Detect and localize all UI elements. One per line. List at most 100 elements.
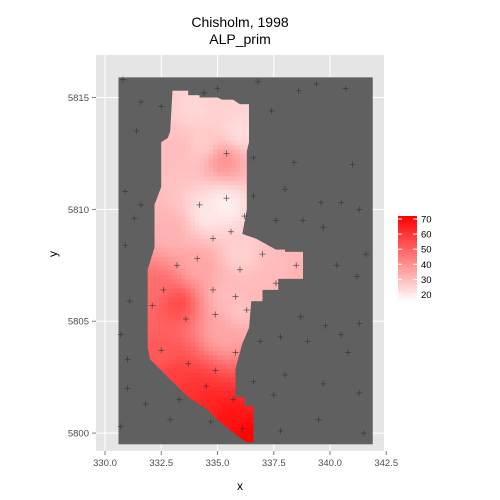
heat-cell bbox=[154, 323, 160, 329]
sample-point bbox=[223, 150, 230, 157]
heat-cell bbox=[147, 345, 151, 351]
heat-cell bbox=[222, 408, 228, 414]
heat-cell bbox=[217, 171, 223, 177]
heat-cell bbox=[231, 274, 237, 280]
heat-cell bbox=[222, 220, 228, 226]
heat-cell bbox=[294, 256, 300, 262]
heat-cell bbox=[204, 256, 210, 262]
heat-cell bbox=[222, 175, 228, 181]
heat-cell bbox=[150, 269, 156, 275]
heat-cell bbox=[235, 256, 241, 262]
heat-cell bbox=[244, 238, 250, 244]
heat-cell bbox=[240, 265, 246, 271]
heat-cell bbox=[186, 332, 192, 338]
heat-cell bbox=[244, 404, 250, 410]
heat-cell bbox=[190, 274, 196, 280]
sample-point bbox=[194, 255, 201, 262]
heat-cell bbox=[217, 148, 223, 155]
heat-cell bbox=[163, 198, 169, 204]
heat-cell bbox=[213, 238, 219, 244]
heat-cell bbox=[186, 233, 192, 240]
heat-cell bbox=[217, 354, 223, 360]
heat-cell bbox=[199, 350, 205, 356]
heat-cell bbox=[186, 242, 192, 248]
heat-cell bbox=[222, 323, 228, 329]
heat-cell bbox=[226, 283, 232, 289]
heat-cell bbox=[190, 323, 196, 329]
sample-point bbox=[223, 195, 230, 202]
heat-cell bbox=[199, 122, 205, 128]
heat-cell bbox=[208, 247, 214, 253]
heat-cell bbox=[150, 283, 156, 289]
heat-cell bbox=[231, 323, 237, 329]
heat-cell bbox=[226, 341, 232, 347]
heat-cell bbox=[226, 260, 232, 266]
heat-cell bbox=[217, 99, 223, 105]
heat-cell bbox=[222, 198, 228, 204]
heat-cell bbox=[177, 296, 183, 302]
heat-cell bbox=[159, 216, 165, 222]
heat-cell bbox=[195, 305, 201, 311]
heat-cell bbox=[159, 319, 165, 325]
heat-cell bbox=[159, 354, 165, 360]
heat-cell bbox=[213, 332, 219, 338]
heat-cell bbox=[217, 193, 223, 199]
heat-cell bbox=[186, 296, 192, 302]
heat-cell bbox=[235, 399, 241, 405]
heat-cell bbox=[168, 323, 174, 329]
heat-cell bbox=[226, 198, 232, 204]
heat-cell bbox=[285, 265, 291, 271]
heat-cell bbox=[222, 274, 228, 280]
heat-cell bbox=[217, 363, 223, 369]
heat-cell bbox=[181, 377, 187, 383]
legend-label: 30 bbox=[421, 275, 432, 286]
heat-cell bbox=[199, 395, 205, 401]
heat-cell bbox=[172, 117, 178, 123]
heat-cell bbox=[168, 305, 174, 311]
heat-cell bbox=[213, 225, 219, 231]
heat-cell bbox=[235, 247, 241, 253]
heat-cell bbox=[253, 287, 259, 293]
heat-cell bbox=[258, 247, 264, 253]
heat-cell bbox=[177, 117, 183, 123]
heat-cell bbox=[222, 345, 228, 351]
heat-cell bbox=[231, 157, 237, 163]
heat-cell bbox=[217, 359, 223, 365]
heat-cell bbox=[172, 296, 178, 302]
heat-cell bbox=[204, 108, 210, 114]
heat-cell bbox=[253, 296, 259, 302]
sample-point bbox=[270, 392, 277, 399]
heat-cell bbox=[213, 247, 219, 253]
heat-cell bbox=[249, 439, 255, 443]
heat-cell bbox=[213, 265, 219, 271]
heat-cell bbox=[199, 153, 205, 159]
heat-cell bbox=[172, 305, 178, 311]
heat-cell bbox=[163, 301, 169, 307]
heat-cell bbox=[235, 323, 241, 329]
heat-cell bbox=[213, 180, 219, 186]
heat-cell bbox=[222, 247, 228, 253]
heat-cell bbox=[204, 323, 210, 329]
heat-cell bbox=[222, 117, 228, 123]
heat-cell bbox=[222, 283, 228, 289]
sample-point bbox=[167, 416, 174, 423]
heat-cell bbox=[168, 368, 174, 374]
sample-point bbox=[356, 389, 363, 396]
heat-cell bbox=[190, 211, 196, 217]
sample-point bbox=[273, 280, 279, 287]
heat-cell bbox=[190, 251, 196, 257]
sample-point bbox=[158, 347, 165, 354]
heat-cell bbox=[222, 211, 228, 217]
heat-cell bbox=[240, 216, 246, 222]
heat-cell bbox=[217, 153, 223, 159]
heat-cell bbox=[271, 265, 277, 271]
heat-cell bbox=[159, 260, 165, 266]
heat-cell bbox=[195, 363, 201, 369]
heat-cell bbox=[217, 412, 223, 419]
heat-cell bbox=[240, 301, 246, 307]
heat-cell bbox=[177, 345, 183, 351]
heat-cell bbox=[240, 229, 246, 235]
heat-cell bbox=[240, 296, 246, 302]
heat-cell bbox=[181, 296, 187, 302]
heat-cell bbox=[222, 171, 228, 177]
